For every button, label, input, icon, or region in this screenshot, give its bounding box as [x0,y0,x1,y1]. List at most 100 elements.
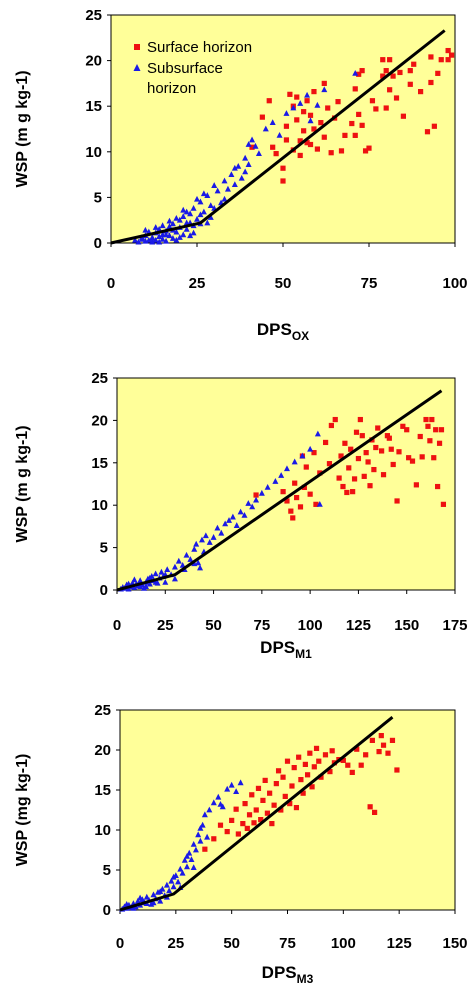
data-point [294,494,300,501]
data-point [233,806,239,812]
data-point [142,226,149,233]
data-point [249,792,255,798]
data-point [328,150,334,156]
data-point [283,123,290,129]
data-point [304,91,311,98]
data-point [271,802,277,808]
y-tick-label: 10 [91,497,108,514]
data-point [411,61,417,67]
data-point [350,489,356,495]
data-point [298,777,304,783]
data-point [249,503,256,510]
x-tick-label: 25 [167,935,184,952]
x-tick-label: 75 [254,617,271,634]
chart-panel-1: 0 5 10 15 20 25 0 25 50 75 100 WSP (m g kg-1) DPSOX S… [14,7,468,343]
series-surface [202,733,400,852]
data-point [383,105,389,111]
data-point [372,809,378,815]
data-point [251,820,257,826]
plot-area [116,377,456,591]
data-point [380,73,386,79]
data-point [369,737,375,743]
data-point [180,206,187,213]
data-point [280,774,286,780]
data-point [176,216,183,223]
data-point [142,583,149,590]
y-axis-label: WSP (m g kg-1) [14,70,31,187]
data-point [264,810,270,816]
data-point [307,117,314,124]
data-point [400,113,406,119]
data-point [202,532,209,539]
data-point [169,220,176,227]
data-point [175,878,182,885]
data-point [425,423,431,429]
data-point [238,174,245,181]
data-point [314,146,320,152]
data-point [365,459,371,465]
data-point [311,89,317,95]
data-point [146,574,153,581]
data-point [245,500,252,506]
legend-label-surface: Surface horizon [147,39,252,56]
data-point [188,856,195,862]
data-point [152,236,159,243]
data-point [273,151,279,157]
data-point [435,483,441,490]
data-point [380,742,387,748]
data-point [157,888,164,894]
data-point [301,128,307,134]
x-tick-label: 125 [346,617,371,634]
data-point [287,801,293,807]
data-point [258,817,264,823]
data-point [316,500,323,507]
y-tick-label: 10 [85,144,102,161]
x-tick-label: 125 [387,935,412,952]
data-point [204,219,211,226]
data-point [342,440,348,446]
data-point [249,136,256,143]
data-point [296,754,302,760]
data-point [302,761,308,767]
data-point [352,86,358,92]
y-tick-label: 20 [94,742,111,759]
data-point [195,831,202,838]
data-point [183,551,190,558]
data-point [156,233,163,240]
data-point [200,208,207,215]
legend-label-subsurface-1: Subsurface [147,60,223,77]
data-point [197,564,204,571]
data-point [300,790,306,796]
data-point [348,446,354,452]
data-point [369,98,376,104]
data-point [218,529,225,536]
data-point [190,229,197,236]
data-point [137,894,144,901]
data-point [143,893,150,900]
data-point [210,534,217,540]
data-point [231,164,238,171]
data-point [340,483,346,490]
data-point [224,829,230,835]
x-tick-label: 100 [442,275,467,292]
y-tick-label: 20 [91,412,108,429]
y-tick-label: 0 [103,902,111,919]
data-point [202,846,208,852]
data-point [340,757,346,763]
data-point [338,453,344,459]
data-point [325,105,331,111]
data-point [311,450,317,456]
data-point [278,472,285,478]
x-tick-label: 100 [331,935,356,952]
data-point [258,489,265,496]
data-point [187,556,194,562]
data-point [170,883,177,890]
data-point [304,98,310,104]
data-point [190,204,197,211]
data-point [280,178,286,184]
data-point [164,566,171,573]
y-tick-label: 0 [100,582,108,599]
data-point [342,132,348,138]
data-point [318,774,324,780]
series-surface [249,47,455,184]
